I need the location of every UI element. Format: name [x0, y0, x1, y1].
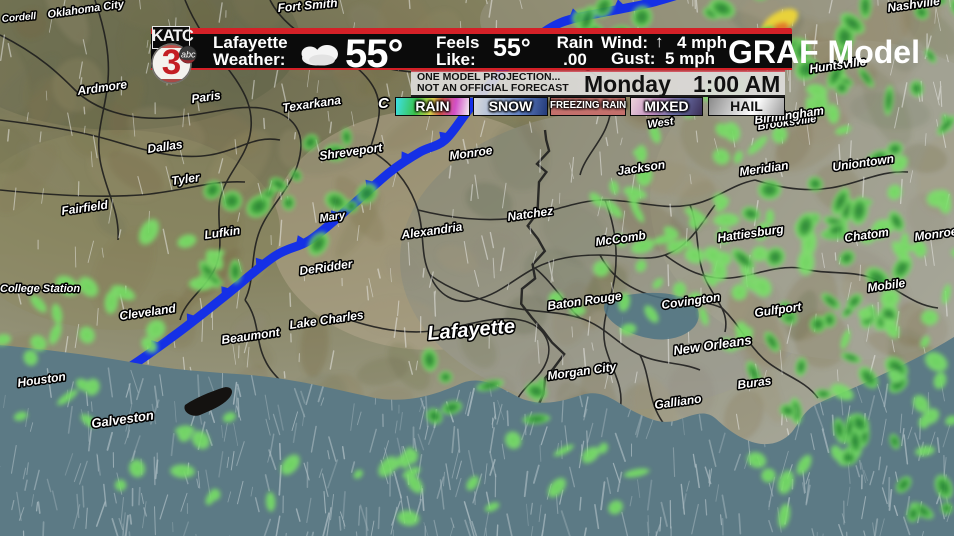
- svg-text:College Station: College Station: [0, 283, 80, 295]
- svg-text:abc: abc: [181, 50, 196, 60]
- svg-text:3: 3: [162, 43, 181, 82]
- svg-text:C: C: [378, 95, 390, 112]
